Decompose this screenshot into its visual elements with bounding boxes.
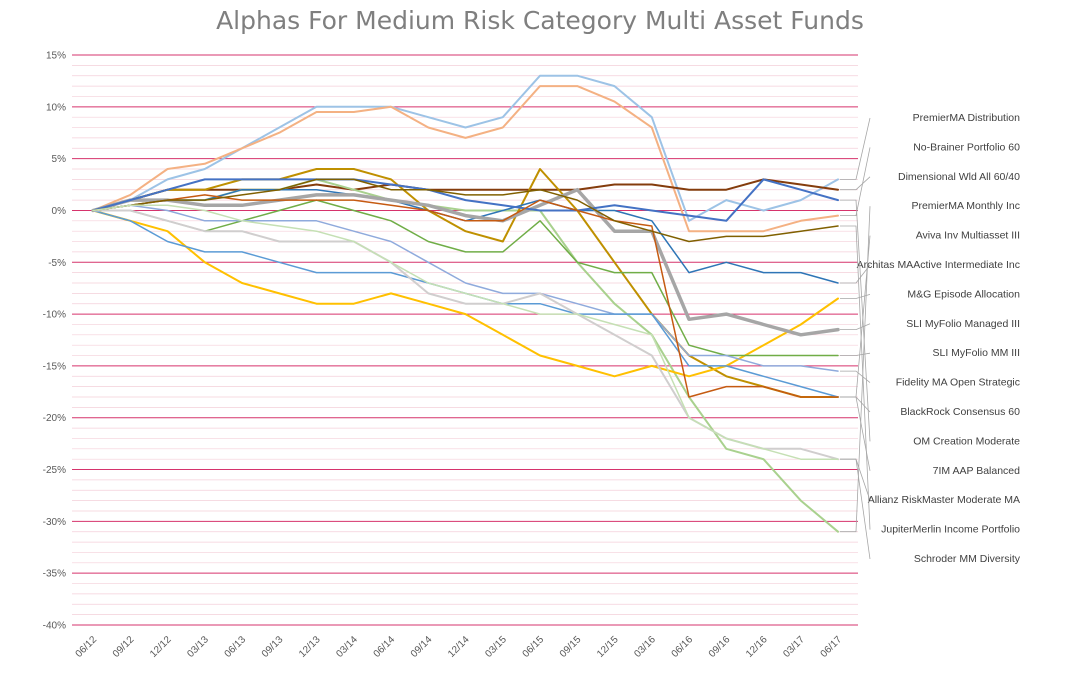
x-tick-label: 09/16 <box>707 634 733 660</box>
x-tick-label: 06/12 <box>74 634 100 660</box>
legend-leader-line <box>840 206 871 533</box>
legend-label: 7IM AAP Balanced <box>933 465 1021 477</box>
series-line <box>91 187 840 337</box>
y-tick-label: -15% <box>43 361 66 372</box>
y-tick-label: -5% <box>48 258 66 269</box>
y-tick-label: -25% <box>43 465 66 476</box>
y-tick-label: 5% <box>52 154 67 165</box>
x-tick-label: 09/14 <box>409 634 435 660</box>
gridlines <box>72 54 858 626</box>
x-tick-label: 03/13 <box>185 634 211 660</box>
legend-label: Fidelity MA Open Strategic <box>896 377 1020 389</box>
series-line <box>92 178 839 222</box>
legend-label: Architas MAActive Intermediate Inc <box>857 259 1020 271</box>
legend-leader-line <box>840 352 871 356</box>
series-line <box>92 199 839 357</box>
legend-leader-line <box>840 264 871 284</box>
series-line <box>92 74 839 222</box>
series-line <box>92 204 839 460</box>
series-lines <box>91 74 840 533</box>
legend-leader-line <box>840 225 871 530</box>
legend-leader-line <box>840 458 871 560</box>
x-tick-label: 03/15 <box>483 634 509 660</box>
series-line <box>92 209 839 378</box>
x-tick-label: 06/14 <box>372 634 398 660</box>
x-tick-label: 06/13 <box>223 634 249 660</box>
legend-label: JupiterMerlin Income Portfolio <box>881 524 1020 536</box>
y-tick-label: -10% <box>43 310 66 321</box>
y-tick-label: -30% <box>43 517 66 528</box>
x-tick-label: 03/14 <box>334 634 360 660</box>
x-tick-label: 09/13 <box>260 634 286 660</box>
x-tick-label: 09/15 <box>558 634 584 660</box>
y-tick-label: -20% <box>43 413 66 424</box>
legend-label: PremierMA Distribution <box>913 112 1021 124</box>
x-tick-label: 06/16 <box>670 634 696 660</box>
y-tick-label: 10% <box>46 102 66 113</box>
legend: PremierMA Distribution No-Brainer Portfol… <box>840 112 1021 565</box>
legend-label: Allianz RiskMaster Moderate MA <box>868 494 1020 506</box>
legend-leader-line <box>840 396 871 471</box>
legend-leader-line <box>840 370 871 383</box>
x-tick-label: 06/15 <box>521 634 547 660</box>
legend-leader-line <box>840 396 871 413</box>
y-tick-label: -35% <box>43 569 66 580</box>
legend-label: No-Brainer Portfolio 60 <box>913 141 1020 153</box>
x-tick-label: 12/13 <box>297 634 323 660</box>
x-tick-label: 03/17 <box>781 634 807 660</box>
x-tick-label: 06/17 <box>819 634 845 660</box>
legend-label: Dimensional Wld All 60/40 <box>898 171 1020 183</box>
series-line <box>92 85 839 233</box>
legend-leader-line <box>840 199 871 442</box>
legend-label: SLI MyFolio MM III <box>932 347 1020 359</box>
x-tick-label: 12/15 <box>595 634 621 660</box>
series-line <box>92 178 839 212</box>
series-line <box>92 194 839 398</box>
y-tick-label: -40% <box>43 621 66 632</box>
legend-label: M&G Episode Allocation <box>907 288 1020 300</box>
legend-leader-line <box>840 117 871 180</box>
legend-label: OM Creation Moderate <box>913 435 1020 447</box>
series-line <box>92 178 839 243</box>
legend-leader-line <box>840 323 871 331</box>
x-tick-label: 12/14 <box>446 634 472 660</box>
legend-leader-line <box>840 147 871 217</box>
chart-title: Alphas For Medium Risk Category Multi As… <box>216 6 864 35</box>
x-tick-label: 12/16 <box>744 634 770 660</box>
legend-label: PremierMA Monthly Inc <box>911 200 1020 212</box>
legend-label: SLI MyFolio Managed III <box>906 318 1020 330</box>
y-tick-label: 15% <box>46 51 66 62</box>
legend-label: BlackRock Consensus 60 <box>900 406 1020 418</box>
legend-leader-line <box>840 294 871 299</box>
legend-leader-line <box>840 176 871 191</box>
y-axis-ticks: 15% 10% 5% 0% -5% -10% -15% -20% -25% -30% -35% -40… <box>43 51 66 632</box>
x-tick-label: 12/12 <box>148 634 174 660</box>
legend-label: Aviva Inv Multiasset III <box>916 230 1020 242</box>
x-tick-label: 09/12 <box>111 634 137 660</box>
x-axis-ticks: 06/12 09/12 12/12 03/13 06/13 09/13 12/13 03/14… <box>74 634 845 660</box>
x-tick-label: 03/16 <box>632 634 658 660</box>
series-line <box>92 204 839 372</box>
y-tick-label: 0% <box>52 206 67 217</box>
legend-label: Schroder MM Diversity <box>914 553 1021 565</box>
